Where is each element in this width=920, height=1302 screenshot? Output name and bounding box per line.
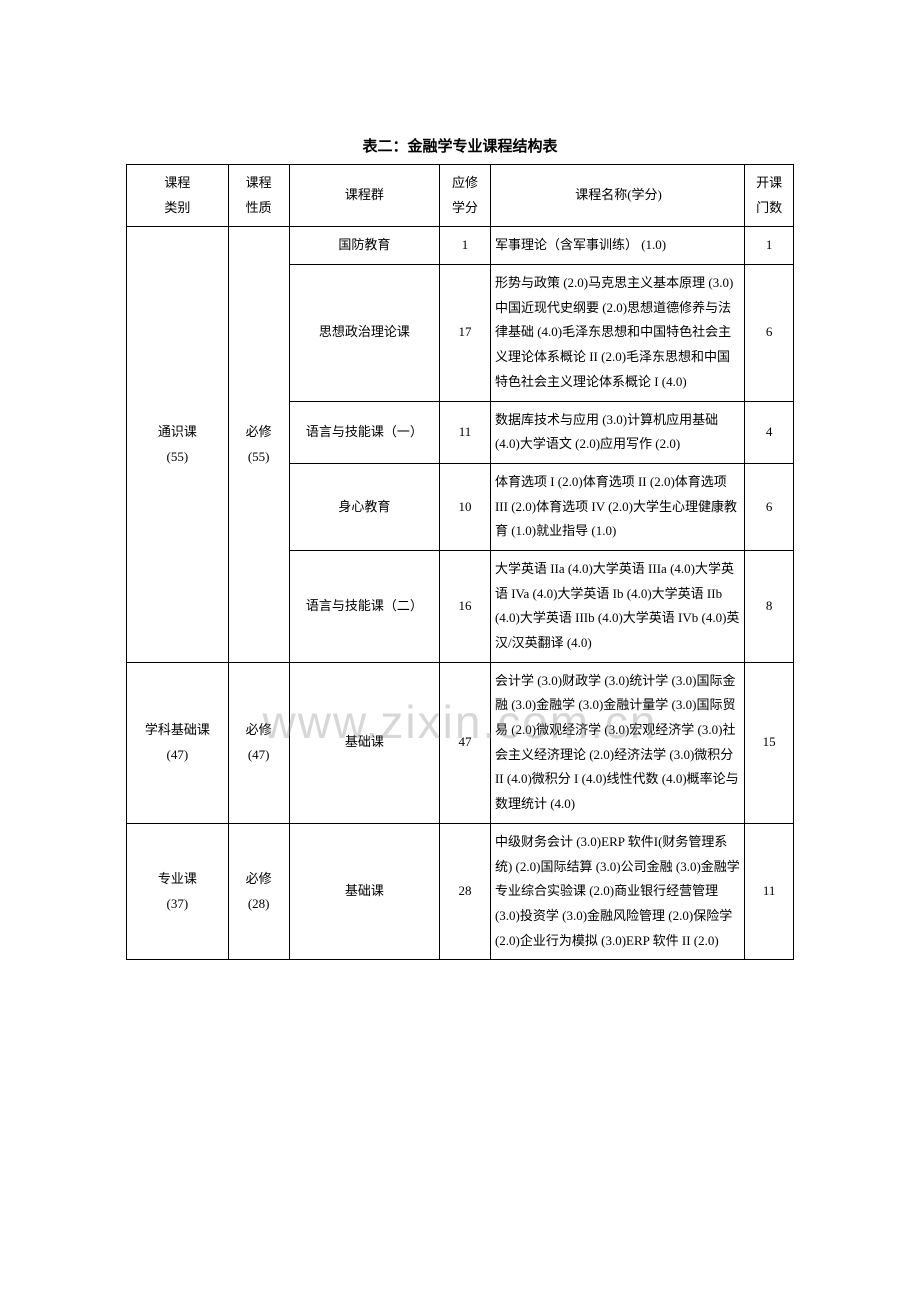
table-row: 学科基础课(47)必修(47)基础课47会计学 (3.0)财政学 (3.0)统计… xyxy=(127,662,794,823)
cell-credits: 1 xyxy=(440,227,491,265)
cell-group: 语言与技能课（二） xyxy=(289,550,439,662)
cell-nature: 必修(55) xyxy=(228,227,289,662)
header-course-count: 开课门数 xyxy=(745,165,794,227)
cell-credits: 28 xyxy=(440,823,491,959)
cell-category: 专业课(37) xyxy=(127,823,229,959)
cell-group: 基础课 xyxy=(289,823,439,959)
cell-course-count: 8 xyxy=(745,550,794,662)
cell-group: 基础课 xyxy=(289,662,439,823)
cell-course-names: 形势与政策 (2.0)马克思主义基本原理 (3.0)中国近现代史纲要 (2.0)… xyxy=(490,265,744,401)
course-structure-table: 课程类别 课程性质 课程群 应修学分 课程名称(学分) 开课门数 通识课(55)… xyxy=(126,164,794,960)
table-row: 专业课(37)必修(28)基础课28中级财务会计 (3.0)ERP 软件I(财务… xyxy=(127,823,794,959)
header-course-names: 课程名称(学分) xyxy=(490,165,744,227)
cell-course-count: 1 xyxy=(745,227,794,265)
header-category: 课程类别 xyxy=(127,165,229,227)
cell-course-count: 6 xyxy=(745,265,794,401)
header-row: 课程类别 课程性质 课程群 应修学分 课程名称(学分) 开课门数 xyxy=(127,165,794,227)
cell-group: 身心教育 xyxy=(289,463,439,550)
cell-credits: 16 xyxy=(440,550,491,662)
cell-course-count: 6 xyxy=(745,463,794,550)
cell-course-names: 中级财务会计 (3.0)ERP 软件I(财务管理系统) (2.0)国际结算 (3… xyxy=(490,823,744,959)
cell-course-count: 11 xyxy=(745,823,794,959)
cell-nature: 必修(47) xyxy=(228,662,289,823)
cell-nature: 必修(28) xyxy=(228,823,289,959)
cell-course-names: 体育选项 I (2.0)体育选项 II (2.0)体育选项 III (2.0)体… xyxy=(490,463,744,550)
table-body: 通识课(55)必修(55)国防教育1军事理论（含军事训练） (1.0)1思想政治… xyxy=(127,227,794,960)
cell-course-names: 大学英语 IIa (4.0)大学英语 IIIa (4.0)大学英语 IVa (4… xyxy=(490,550,744,662)
table-title: 表二：金融学专业课程结构表 xyxy=(0,135,920,156)
cell-course-names: 会计学 (3.0)财政学 (3.0)统计学 (3.0)国际金融 (3.0)金融学… xyxy=(490,662,744,823)
cell-credits: 11 xyxy=(440,401,491,463)
header-credits-due: 应修学分 xyxy=(440,165,491,227)
table-row: 通识课(55)必修(55)国防教育1军事理论（含军事训练） (1.0)1 xyxy=(127,227,794,265)
cell-course-names: 数据库技术与应用 (3.0)计算机应用基础 (4.0)大学语文 (2.0)应用写… xyxy=(490,401,744,463)
cell-category: 通识课(55) xyxy=(127,227,229,662)
cell-course-names: 军事理论（含军事训练） (1.0) xyxy=(490,227,744,265)
cell-group: 思想政治理论课 xyxy=(289,265,439,401)
cell-course-count: 15 xyxy=(745,662,794,823)
header-nature: 课程性质 xyxy=(228,165,289,227)
header-group: 课程群 xyxy=(289,165,439,227)
cell-credits: 47 xyxy=(440,662,491,823)
cell-group: 语言与技能课（一） xyxy=(289,401,439,463)
cell-credits: 17 xyxy=(440,265,491,401)
cell-course-count: 4 xyxy=(745,401,794,463)
page: 表二：金融学专业课程结构表 课程类别 课程性质 课程群 应修学分 课程名称(学分… xyxy=(0,0,920,960)
cell-group: 国防教育 xyxy=(289,227,439,265)
cell-category: 学科基础课(47) xyxy=(127,662,229,823)
cell-credits: 10 xyxy=(440,463,491,550)
